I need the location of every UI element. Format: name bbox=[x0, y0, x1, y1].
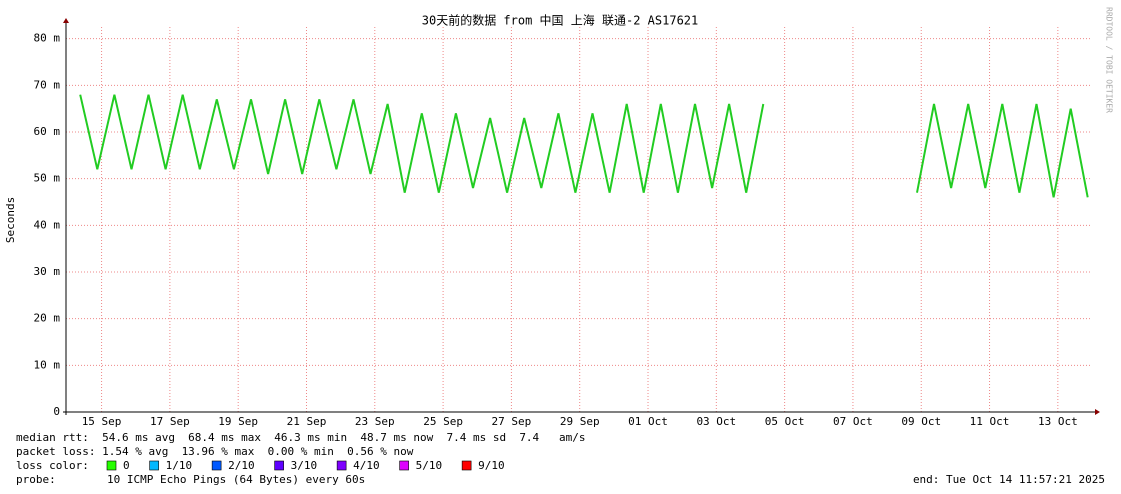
x-tick-label: 23 Sep bbox=[355, 415, 395, 428]
axis-arrow bbox=[1095, 409, 1100, 415]
x-tick-label: 27 Sep bbox=[492, 415, 532, 428]
x-tick-label: 13 Oct bbox=[1038, 415, 1078, 428]
y-tick-label: 20 m bbox=[34, 312, 61, 325]
x-tick-label: 11 Oct bbox=[970, 415, 1010, 428]
legend-label: 4/10 bbox=[353, 459, 380, 472]
legend-swatch bbox=[211, 460, 222, 471]
legend-label: 0 bbox=[123, 459, 130, 472]
rtt-stats: median rtt: 54.6 ms avg 68.4 ms max 46.3… bbox=[16, 431, 586, 444]
legend-label: 2/10 bbox=[228, 459, 255, 472]
y-tick-label: 40 m bbox=[34, 218, 61, 231]
x-tick-label: 03 Oct bbox=[696, 415, 736, 428]
legend-swatch bbox=[149, 460, 159, 471]
y-tick-label: 60 m bbox=[34, 125, 61, 138]
probe-label: probe: bbox=[16, 473, 56, 486]
y-tick-label: 30 m bbox=[34, 265, 61, 278]
x-tick-label: 29 Sep bbox=[560, 415, 600, 428]
y-tick-label: 80 m bbox=[34, 32, 61, 45]
watermark: RRDTOOL / TOBI OETIKER bbox=[1105, 7, 1114, 113]
loss-color-label: loss color: bbox=[16, 459, 89, 472]
x-tick-label: 05 Oct bbox=[765, 415, 805, 428]
chart-title: 30天前的数据 from 中国 上海 联通-2 AS17621 bbox=[422, 13, 699, 28]
y-tick-label: 10 m bbox=[34, 358, 61, 371]
axis-arrow bbox=[63, 18, 69, 23]
loss-stats: packet loss: 1.54 % avg 13.96 % max 0.00… bbox=[16, 445, 414, 458]
probe-text: 10 ICMP Echo Pings (64 Bytes) every 60s bbox=[107, 473, 365, 486]
median-line bbox=[79, 94, 1089, 198]
x-tick-label: 09 Oct bbox=[901, 415, 941, 428]
legend-swatch bbox=[274, 460, 284, 471]
x-tick-label: 25 Sep bbox=[423, 415, 463, 428]
legend-label: 5/10 bbox=[416, 459, 443, 472]
end-time: end: Tue Oct 14 11:57:21 2025 bbox=[913, 473, 1105, 486]
legend-label: 3/10 bbox=[291, 459, 318, 472]
x-tick-label: 21 Sep bbox=[287, 415, 327, 428]
x-tick-label: 07 Oct bbox=[833, 415, 873, 428]
x-tick-label: 17 Sep bbox=[150, 415, 190, 428]
legend-swatch bbox=[461, 460, 472, 471]
legend-swatch bbox=[106, 460, 117, 471]
y-tick-label: 50 m bbox=[34, 172, 61, 185]
legend-swatch bbox=[336, 460, 347, 471]
legend-label: 1/10 bbox=[166, 459, 193, 472]
x-tick-label: 19 Sep bbox=[218, 415, 258, 428]
y-tick-label: 70 m bbox=[34, 78, 61, 91]
x-tick-label: 01 Oct bbox=[628, 415, 668, 428]
y-axis-label: Seconds bbox=[4, 197, 17, 243]
legend-label: 9/10 bbox=[478, 459, 505, 472]
y-tick-label: 0 bbox=[53, 405, 60, 418]
x-tick-label: 15 Sep bbox=[82, 415, 122, 428]
legend-swatch bbox=[399, 460, 409, 471]
